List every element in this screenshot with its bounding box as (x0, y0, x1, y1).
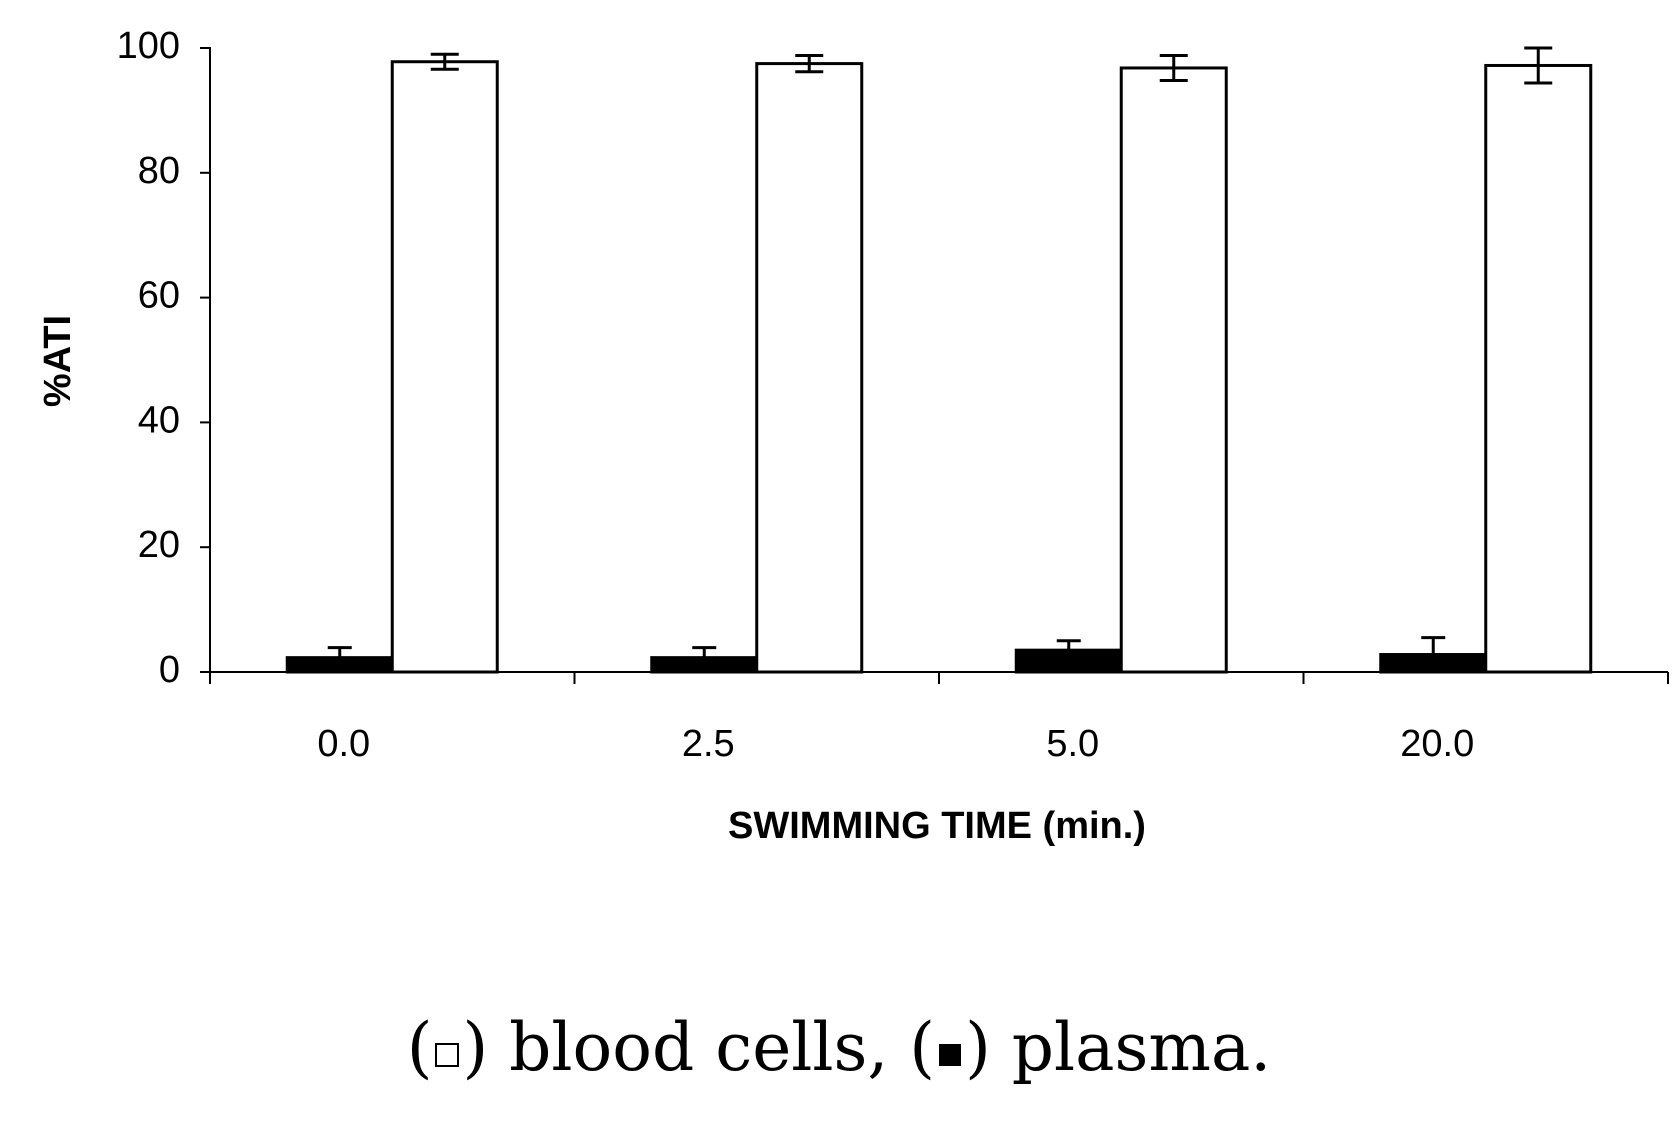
blood-cells-bar (390, 60, 499, 674)
chart-marks (285, 46, 1593, 674)
open-square-icon (435, 1043, 460, 1067)
caption-plasma: ) plasma. (965, 1009, 1272, 1086)
plasma-bar (650, 656, 759, 674)
plasma-bar (1379, 653, 1488, 674)
y-tick-label: 100 (117, 25, 180, 67)
y-tick-label: 0 (159, 649, 180, 691)
blood-cells-bar (1119, 66, 1228, 674)
y-tick-label: 20 (138, 524, 180, 566)
blood-cells-bar (1484, 63, 1593, 674)
x-axis-title: SWIMMING TIME (min.) (728, 805, 1146, 847)
y-tick-label: 40 (138, 399, 180, 441)
filled-square-icon (939, 1044, 962, 1066)
legend-caption: () blood cells, () plasma. (0, 1015, 1678, 1081)
y-tick-label: 80 (138, 150, 180, 192)
x-tick-label: 20.0 (1400, 723, 1474, 765)
caption-blood-cells: ) blood cells, ( (462, 1009, 936, 1086)
x-tick-label: 5.0 (1046, 723, 1099, 765)
caption-open-paren: ( (406, 1009, 433, 1086)
x-tick-label: 0.0 (317, 723, 370, 765)
y-axis-title: %ATI (37, 315, 79, 407)
plasma-bar (1014, 648, 1123, 674)
blood-cells-bar (755, 62, 864, 674)
plasma-bar (285, 656, 394, 674)
chart-axes: 0 20 40 60 80 100 0.0 2.5 5.0 20.0 (117, 25, 1669, 765)
x-tick-label: 2.5 (682, 723, 735, 765)
y-tick-label: 60 (138, 275, 180, 317)
